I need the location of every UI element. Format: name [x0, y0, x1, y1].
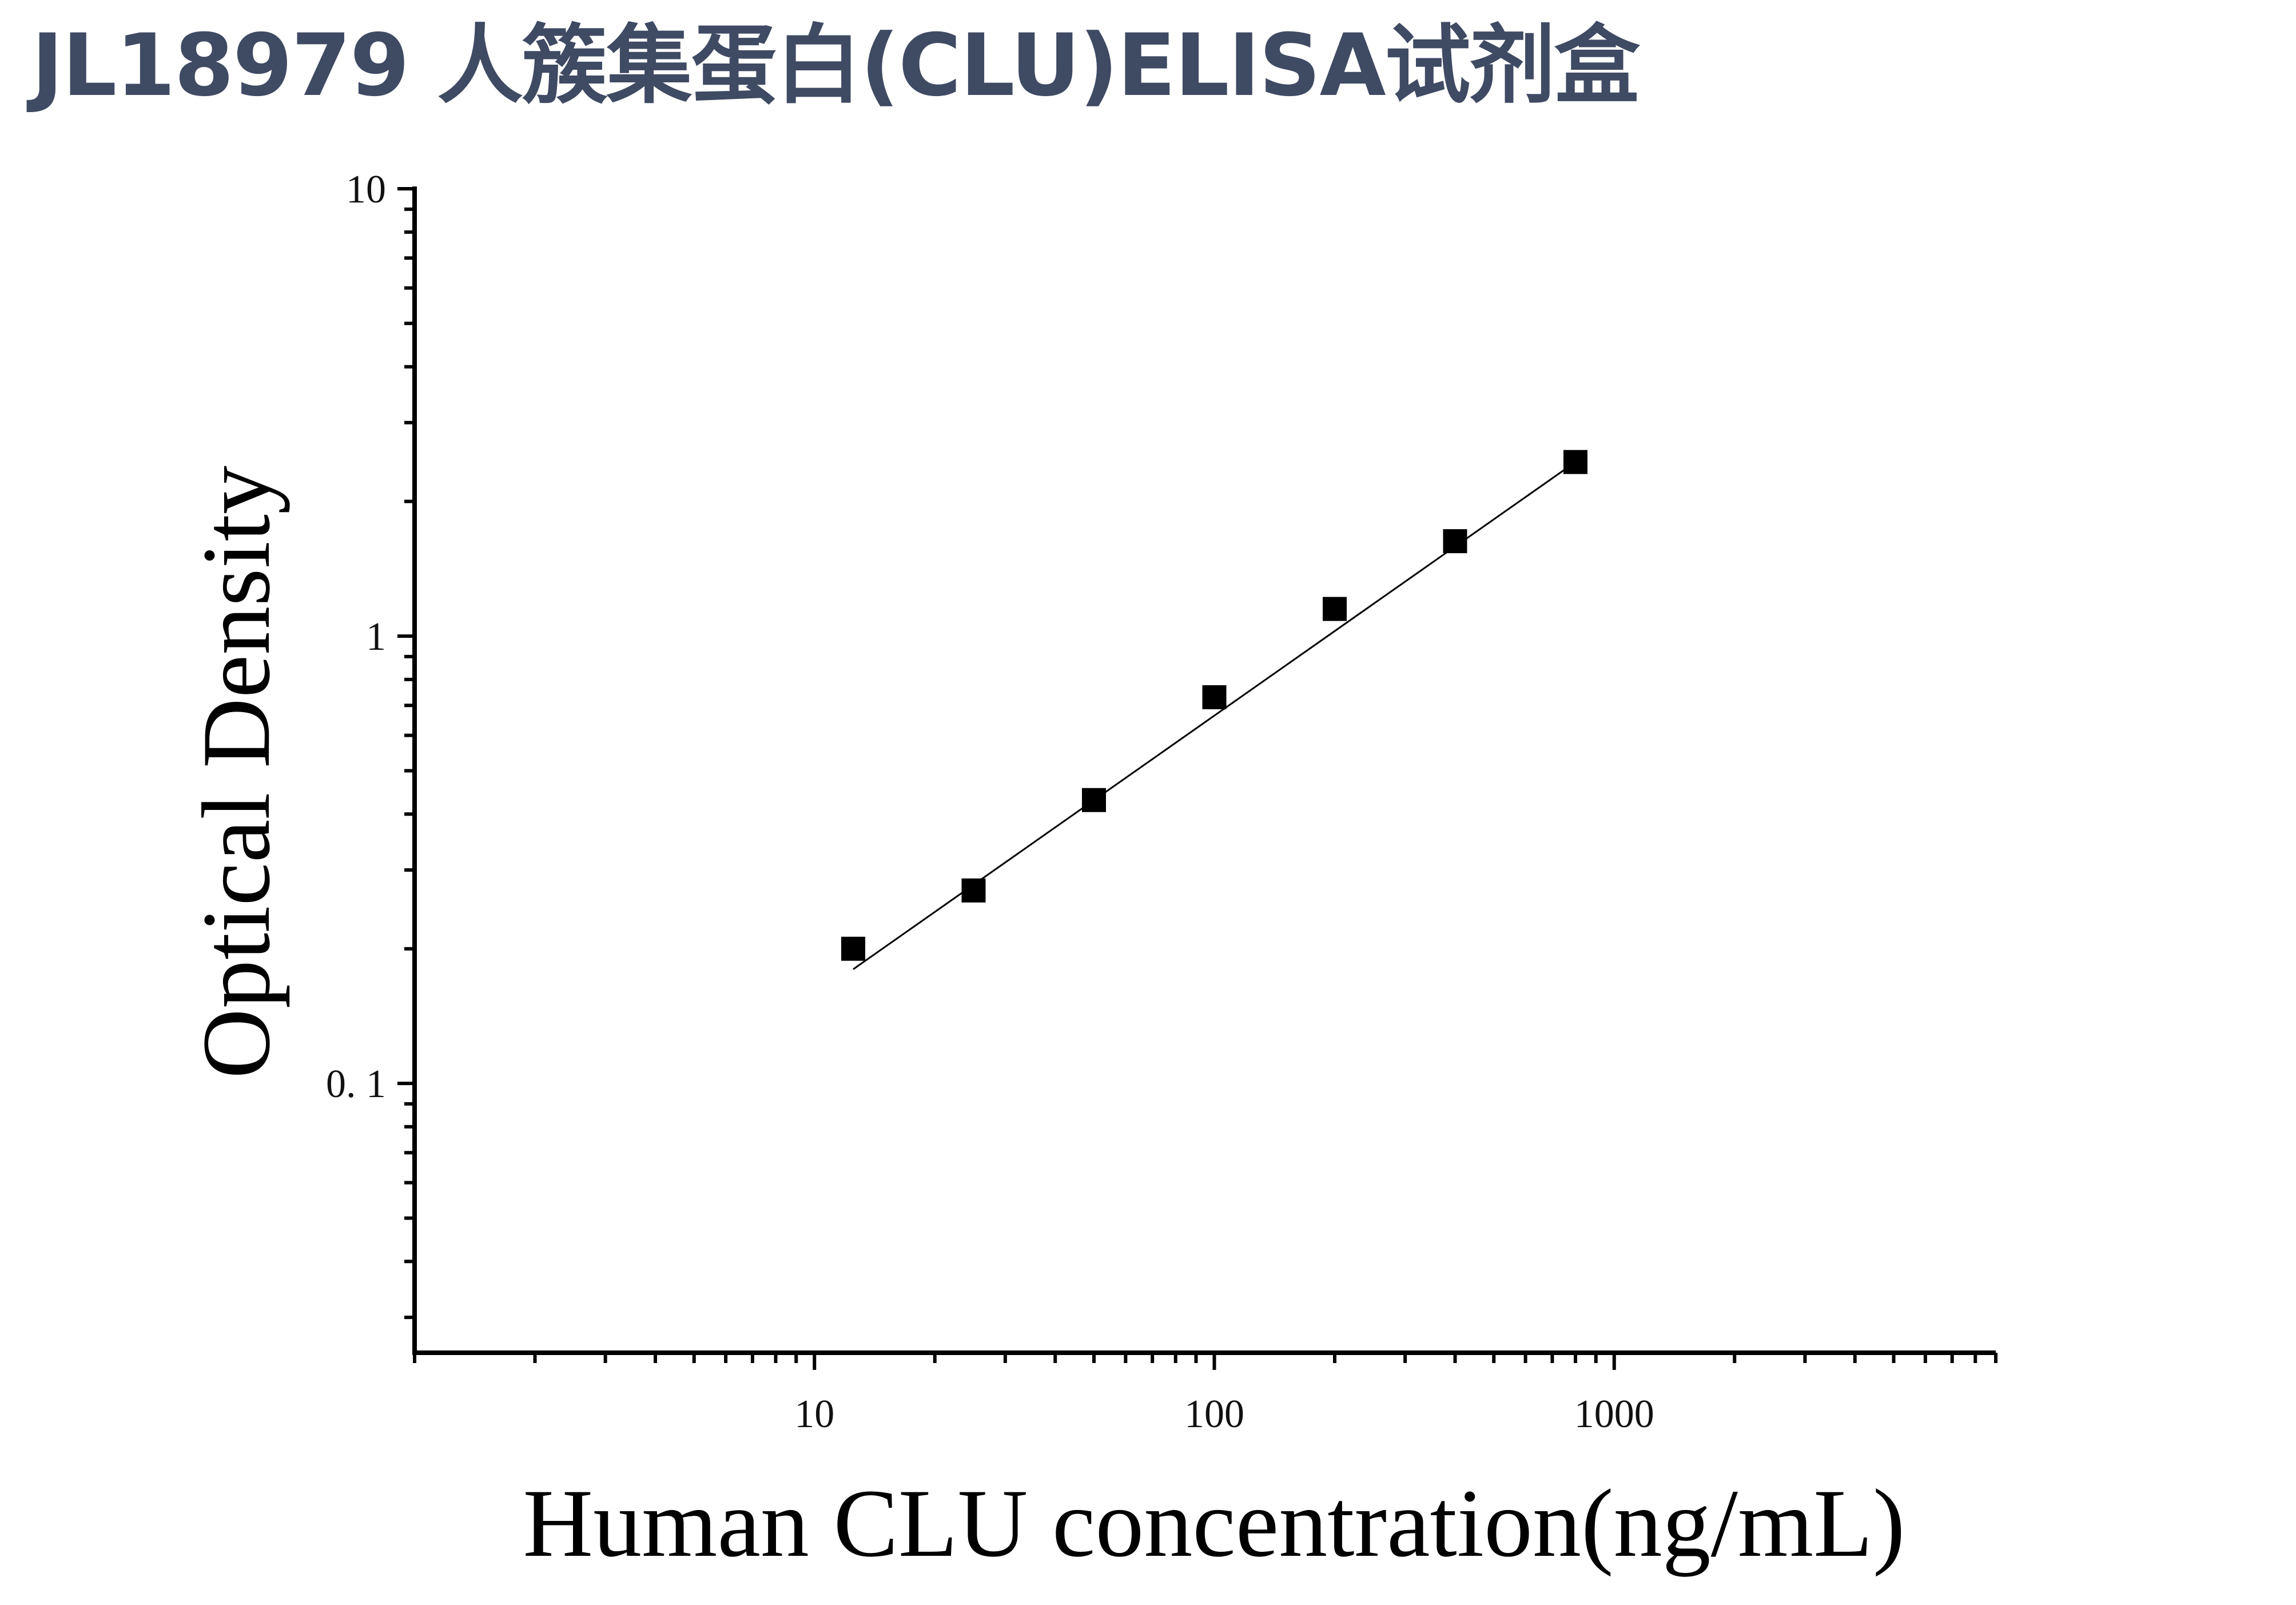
- data-point: [1322, 597, 1347, 621]
- y-tick-label: 1: [366, 615, 386, 659]
- data-points: [841, 450, 1587, 961]
- data-point: [841, 936, 866, 961]
- data-point: [1082, 788, 1107, 812]
- axes: [412, 186, 1996, 1355]
- x-axis-title: Human CLU concentration(ng/mL): [523, 1469, 1905, 1577]
- data-point: [1443, 529, 1467, 554]
- y-axis-title: Optical Density: [182, 466, 290, 1079]
- y-tick-label: 10: [346, 168, 386, 212]
- y-tick-label: 0. 1: [326, 1062, 386, 1106]
- x-tick-label: 1000: [1574, 1392, 1654, 1436]
- data-point: [1563, 450, 1587, 474]
- data-point: [1202, 685, 1227, 709]
- fit-line: [853, 461, 1576, 970]
- data-point: [961, 878, 986, 903]
- fit-line-group: [853, 461, 1576, 970]
- page-title: JL18979 人簇集蛋白(CLU)ELISA试剂盒: [31, 16, 1640, 116]
- x-tick-label: 10: [794, 1392, 834, 1436]
- x-tick-label: 100: [1184, 1392, 1244, 1436]
- axis-ticks: 10 100 1000 0. 1 1 10: [326, 168, 1997, 1436]
